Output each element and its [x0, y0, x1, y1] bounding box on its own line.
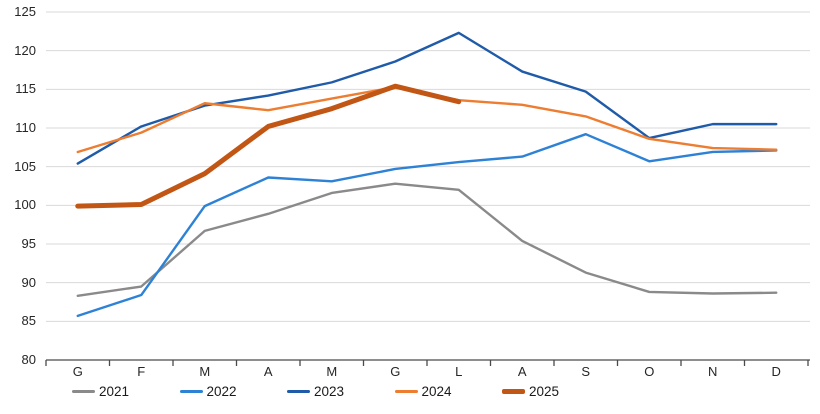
x-axis-label: D	[771, 364, 781, 379]
y-axis-label: 100	[14, 197, 36, 213]
legend-item-2024: 2024	[394, 381, 452, 401]
x-axis-label: N	[708, 364, 718, 379]
x-axis-label: L	[455, 364, 463, 379]
y-axis-label: 125	[14, 4, 36, 19]
legend-label-2022: 2022	[206, 383, 237, 399]
legend-item-2021: 2021	[72, 381, 129, 401]
series-line-2022	[76, 132, 778, 318]
x-axis-label: A	[263, 364, 273, 379]
legend-swatch-2024	[394, 389, 418, 393]
y-axis-label: 85	[21, 313, 36, 329]
x-axis-label: O	[644, 364, 655, 379]
series-line-2023	[76, 31, 778, 165]
y-axis-label: 110	[15, 120, 36, 135]
y-axis-label: 90	[21, 274, 36, 290]
x-axis-label: G	[390, 364, 401, 379]
x-axis-label: A	[517, 364, 527, 379]
legend-swatch-2021	[72, 389, 95, 393]
x-axis-label: F	[137, 364, 146, 379]
y-axis-label: 120	[14, 42, 36, 58]
x-axis-label: M	[326, 364, 338, 379]
legend-label-2025: 2025	[529, 383, 560, 399]
legend-swatch-2023	[287, 389, 310, 393]
legend-item-2023: 2023	[287, 381, 344, 401]
legend-item-2025: 2025	[502, 381, 559, 401]
legend: 2021 2022 2023 2024 2025	[0, 381, 820, 403]
x-axis-label: S	[581, 364, 591, 379]
legend-label-2023: 2023	[314, 383, 345, 399]
legend-label-2021: 2021	[99, 383, 130, 399]
y-axis-label: 80	[21, 352, 36, 367]
legend-label-2024: 2024	[421, 383, 452, 399]
series-line-2024	[76, 85, 778, 154]
legend-swatch-2022	[179, 389, 203, 393]
y-axis-label: 115	[15, 81, 36, 97]
series-line-2025	[75, 83, 462, 209]
y-axis-label: 95	[21, 236, 36, 251]
legend-item-2022: 2022	[179, 381, 237, 401]
y-axis-label: 105	[14, 158, 36, 174]
legend-swatch-2025	[502, 388, 525, 394]
series-line-2021	[76, 182, 778, 298]
x-axis-label: M	[199, 364, 211, 379]
x-axis-label: G	[72, 364, 83, 379]
